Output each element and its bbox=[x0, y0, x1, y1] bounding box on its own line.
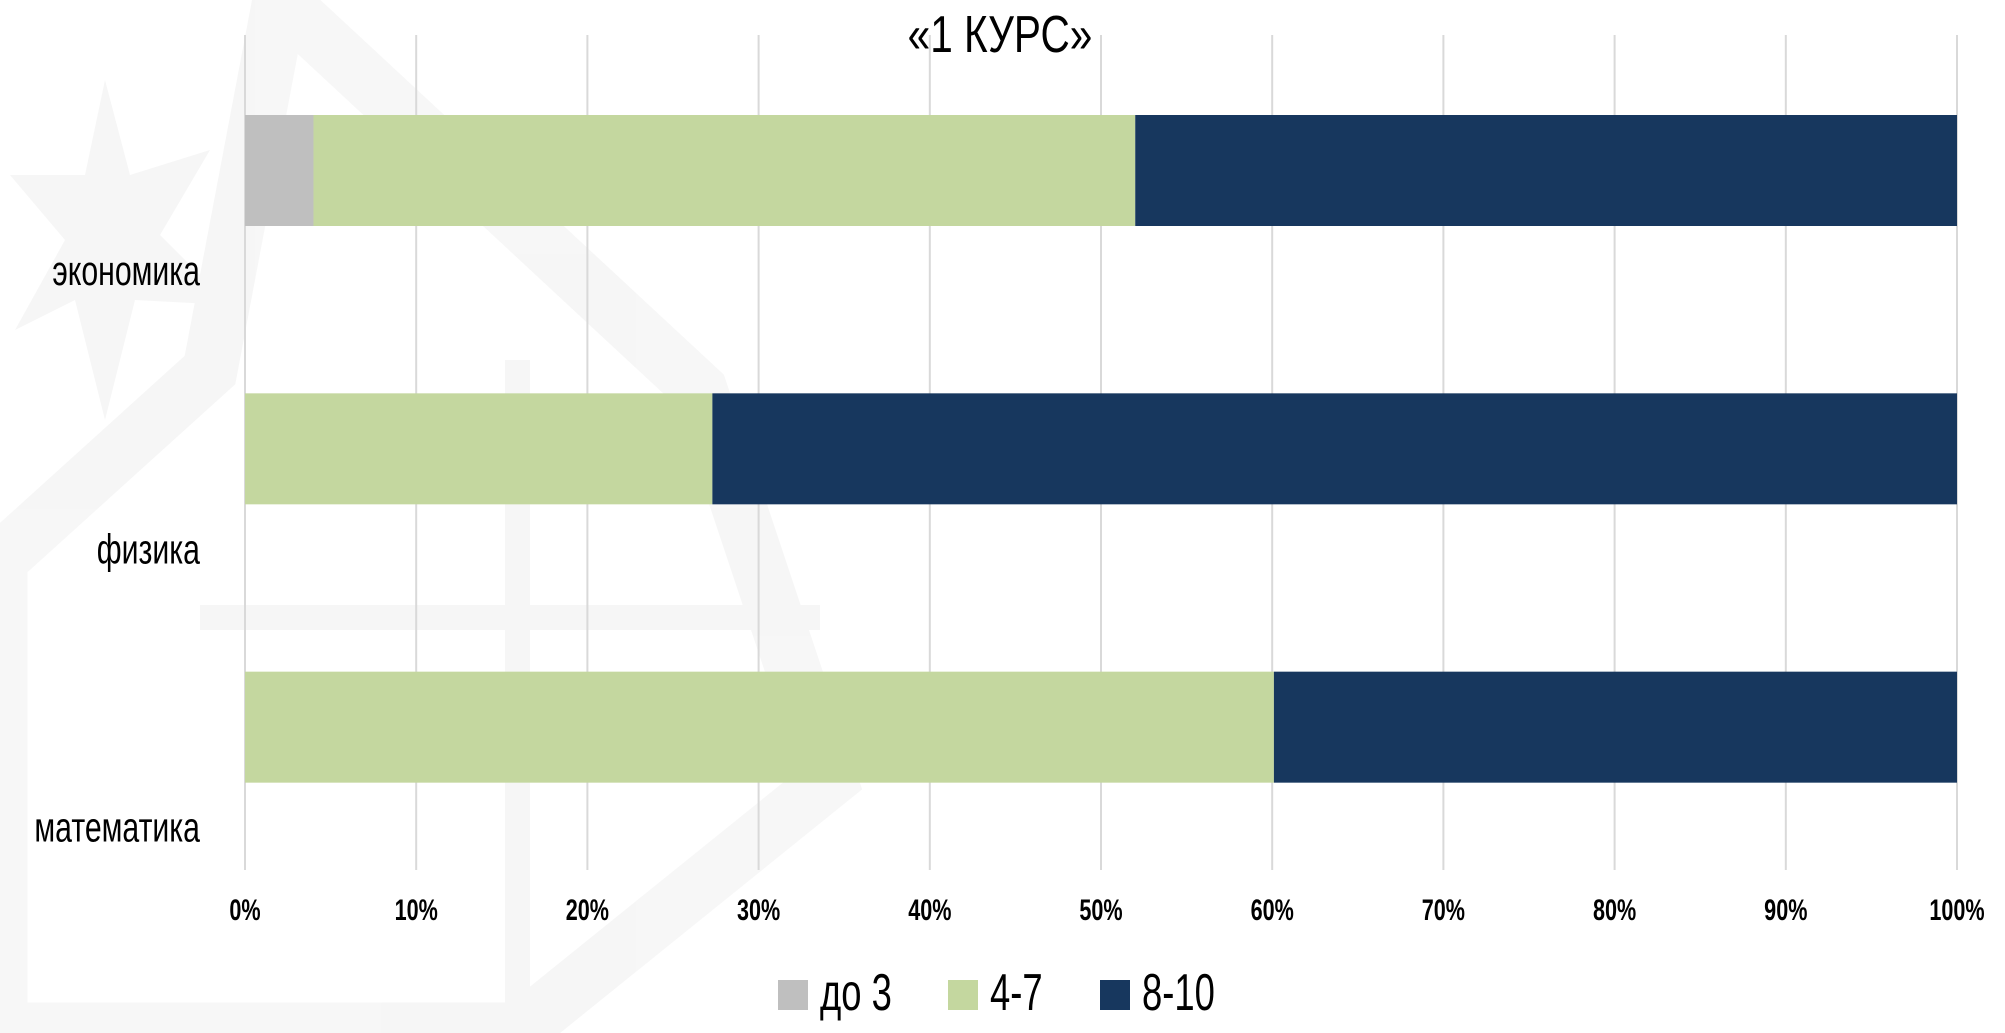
bar-segment bbox=[313, 115, 1135, 226]
legend-label: 8-10 bbox=[1142, 962, 1215, 1021]
x-tick-label: 80% bbox=[1593, 892, 1636, 926]
legend-item: 8-10 bbox=[1100, 962, 1215, 1021]
y-category-label: экономика bbox=[52, 247, 200, 294]
legend-item: до 3 bbox=[778, 962, 892, 1021]
bar-segment bbox=[1274, 672, 1957, 783]
x-tick-label: 100% bbox=[1929, 892, 1984, 926]
bar-segment bbox=[245, 672, 1274, 783]
legend-swatch bbox=[778, 980, 808, 1010]
x-tick-label: 20% bbox=[566, 892, 609, 926]
bar-segment bbox=[245, 115, 313, 226]
bar-segment bbox=[1135, 115, 1957, 226]
legend-swatch bbox=[1100, 980, 1130, 1010]
legend-item: 4-7 bbox=[948, 962, 1043, 1021]
x-tick-label: 90% bbox=[1764, 892, 1807, 926]
x-tick-label: 10% bbox=[395, 892, 438, 926]
chart-title: «1 КУРС» bbox=[908, 5, 1093, 63]
x-tick-label: 50% bbox=[1079, 892, 1122, 926]
bar-segment bbox=[245, 393, 712, 504]
y-category-label: математика bbox=[34, 804, 200, 851]
x-tick-label: 70% bbox=[1422, 892, 1465, 926]
legend: до 3 4-7 8-10 bbox=[778, 962, 1215, 1021]
bars bbox=[245, 115, 1957, 783]
y-category-label: физика bbox=[97, 525, 201, 572]
x-tick-label: 40% bbox=[908, 892, 951, 926]
x-axis-tick-labels: 0% 10% 20% 30% 40% 50% 60% 70% 80% 90% 100% bbox=[229, 892, 1984, 926]
bar-segment bbox=[712, 393, 1957, 504]
x-tick-label: 30% bbox=[737, 892, 780, 926]
x-tick-label: 0% bbox=[229, 892, 260, 926]
legend-label: 4-7 bbox=[990, 962, 1043, 1021]
legend-swatch bbox=[948, 980, 978, 1010]
x-tick-label: 60% bbox=[1251, 892, 1294, 926]
legend-label: до 3 bbox=[820, 962, 892, 1021]
